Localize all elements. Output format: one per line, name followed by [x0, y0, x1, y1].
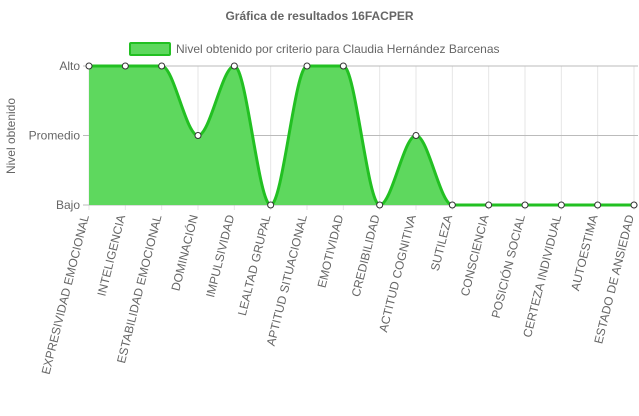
data-point[interactable] — [557, 201, 565, 209]
x-tick-label: POSICIÓN SOCIAL — [488, 213, 528, 320]
x-tick-label: EMOTIVIDAD — [315, 213, 347, 289]
x-tick-label: LEALTAD GRUPAL — [235, 213, 274, 317]
legend-swatch — [129, 42, 171, 56]
data-point[interactable] — [158, 62, 166, 70]
x-tick-label: SUTILEZA — [428, 213, 455, 272]
data-point[interactable] — [521, 201, 529, 209]
data-point[interactable] — [594, 201, 602, 209]
data-point[interactable] — [485, 201, 493, 209]
x-tick-label: ESTADO DE ANSIEDAD — [591, 213, 637, 345]
data-point[interactable] — [121, 62, 129, 70]
y-tick-label: Alto — [59, 59, 80, 73]
data-point[interactable] — [630, 201, 638, 209]
data-point[interactable] — [230, 62, 238, 70]
x-tick-label: INTELIGENCIA — [94, 213, 128, 297]
data-point[interactable] — [267, 201, 275, 209]
data-point[interactable] — [448, 201, 456, 209]
data-point[interactable] — [376, 201, 384, 209]
y-tick-label: Bajo — [56, 198, 80, 212]
data-point[interactable] — [339, 62, 347, 70]
legend-label: Nivel obtenido por criterio para Claudia… — [176, 42, 500, 56]
data-point[interactable] — [194, 132, 202, 139]
x-tick-label: CONSCIENCIA — [458, 213, 492, 297]
x-tick-label: CREDIBILIDAD — [349, 213, 383, 298]
x-tick-label: APTITUD SITUACIONAL — [264, 213, 310, 347]
data-points — [85, 62, 638, 209]
x-tick-label: DOMINACIÓN — [167, 213, 200, 292]
x-tick-label: EXPRESIVIDAD EMOCIONAL — [39, 213, 92, 376]
x-tick-label: ACTITUD COGNITIVA — [376, 213, 419, 333]
data-point[interactable] — [85, 62, 93, 70]
y-axis-title: Nivel obtenido — [4, 98, 18, 174]
y-tick-label: Promedio — [29, 129, 81, 143]
x-axis-ticks: EXPRESIVIDAD EMOCIONAL INTELIGENCIAESTABI… — [39, 213, 637, 376]
x-tick-label: CERTEZA INDIVIDUAL — [520, 213, 564, 339]
data-point[interactable] — [303, 62, 311, 70]
y-axis-ticks: Bajo Promedio Alto — [29, 59, 81, 212]
x-tick-label: IMPULSIVIDAD — [203, 213, 237, 299]
x-tick-label: AUTOESTIMA — [568, 213, 600, 292]
data-point[interactable] — [412, 132, 420, 139]
legend[interactable]: Nivel obtenido por criterio para Claudia… — [129, 42, 500, 56]
chart-title: Gráfica de resultados 16FACPER — [225, 9, 413, 23]
